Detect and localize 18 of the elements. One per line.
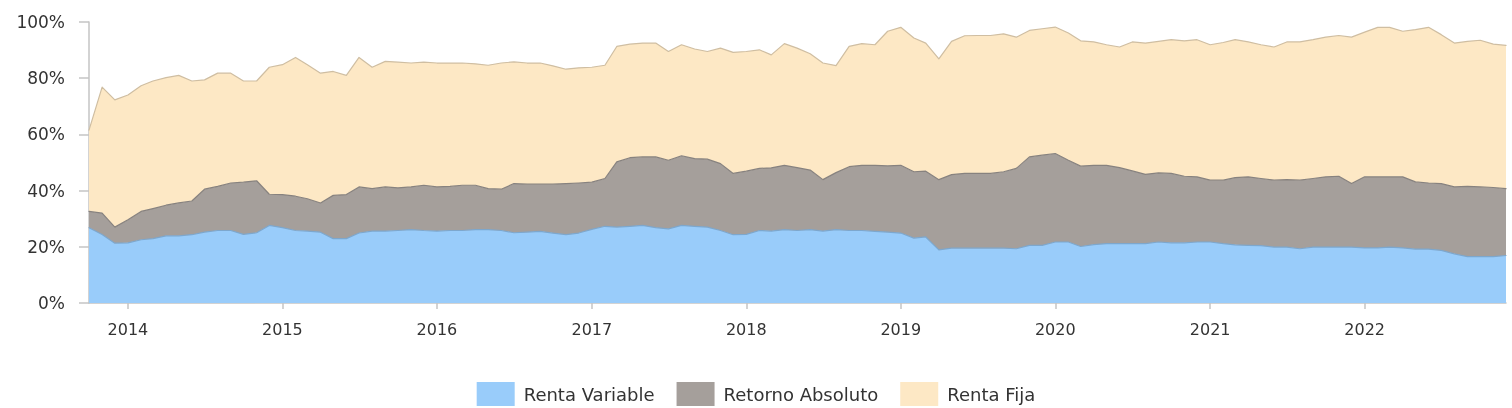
y-tick-label: 0% <box>38 293 65 313</box>
x-tick-label: 2016 <box>416 319 458 339</box>
legend-label: Renta Fija <box>947 383 1036 405</box>
x-tick-label: 2017 <box>571 319 613 339</box>
x-tick-label: 2022 <box>1344 319 1385 339</box>
x-tick-label: 2021 <box>1189 319 1231 339</box>
x-tick-label: 2014 <box>107 319 149 339</box>
x-tick-label: 2020 <box>1034 319 1076 339</box>
y-tick-label: 40% <box>27 180 65 201</box>
x-tick-label: 2019 <box>880 319 922 339</box>
y-tick-label: 80% <box>27 68 65 89</box>
x-tick-label: 2018 <box>725 319 767 339</box>
x-tick-label: 2015 <box>262 319 303 339</box>
legend-label: Renta Variable <box>523 383 655 405</box>
legend-label: Retorno Absoluto <box>723 383 879 405</box>
y-tick-label: 20% <box>27 236 65 257</box>
y-tick-label: 100% <box>16 12 65 32</box>
y-tick-label: 60% <box>27 124 65 145</box>
